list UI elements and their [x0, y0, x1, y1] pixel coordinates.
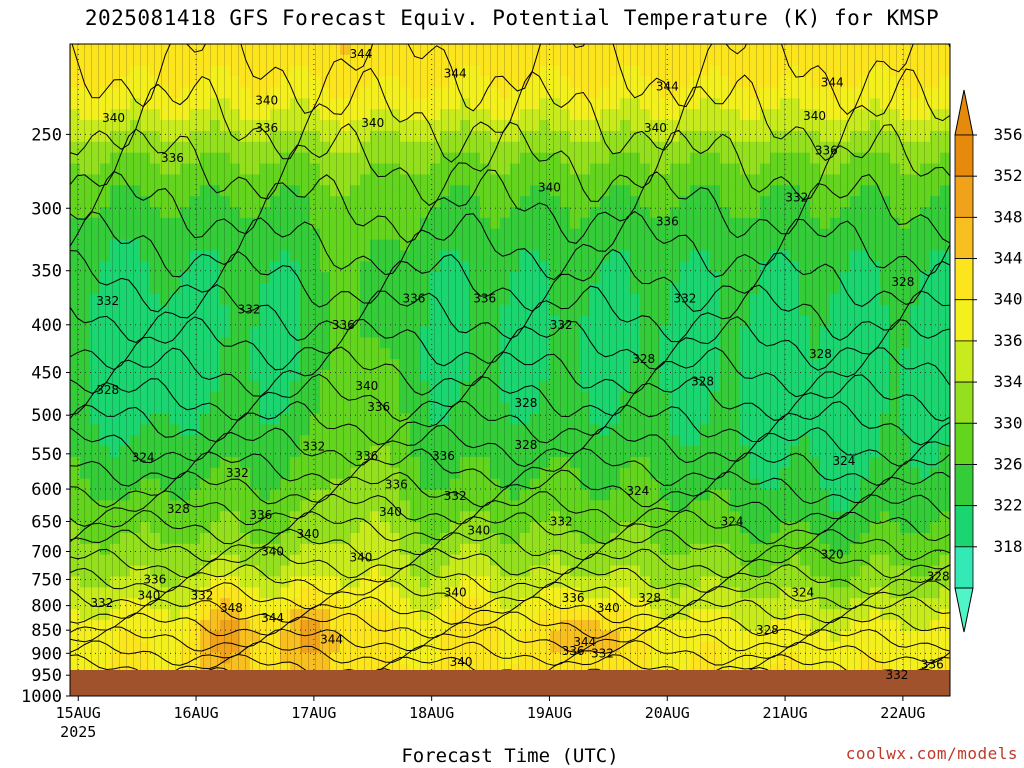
theta-e-field — [70, 44, 950, 696]
chart-title: 2025081418 GFS Forecast Equiv. Potential… — [84, 6, 940, 30]
